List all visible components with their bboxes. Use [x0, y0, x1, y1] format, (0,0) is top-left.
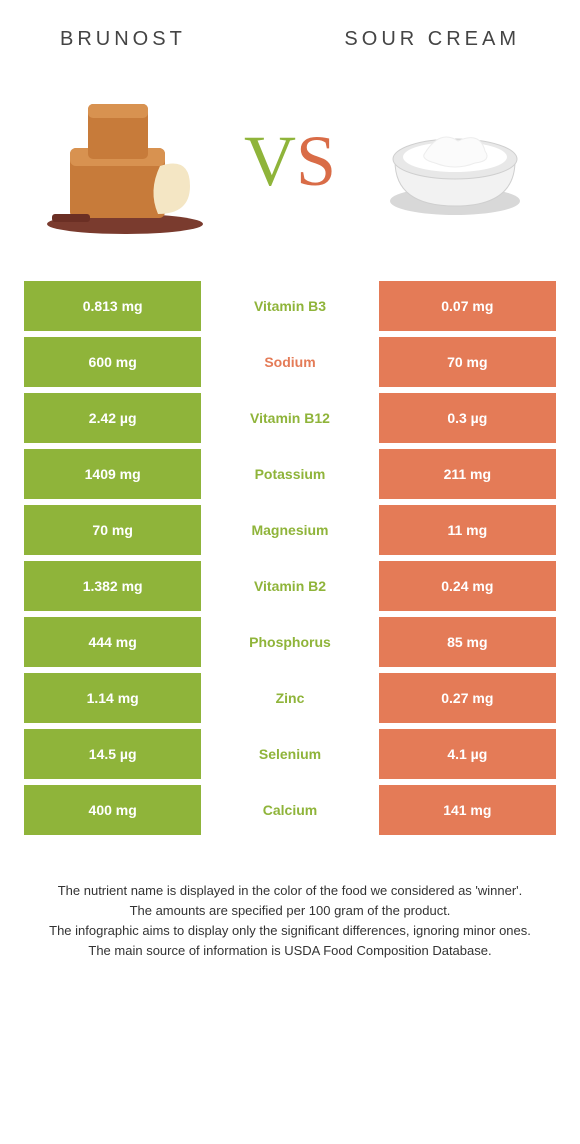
nutrient-label: Zinc: [201, 673, 378, 723]
nutrient-label: Potassium: [201, 449, 378, 499]
value-left: 400 mg: [24, 785, 201, 835]
nutrient-label: Vitamin B2: [201, 561, 378, 611]
value-right: 0.07 mg: [379, 281, 556, 331]
value-right: 0.3 µg: [379, 393, 556, 443]
table-row: 70 mgMagnesium11 mg: [24, 505, 556, 555]
table-row: 444 mgPhosphorus85 mg: [24, 617, 556, 667]
vs-s: S: [296, 121, 336, 201]
vs-v: V: [244, 121, 296, 201]
table-row: 400 mgCalcium141 mg: [24, 785, 556, 835]
value-left: 1.14 mg: [24, 673, 201, 723]
value-right: 211 mg: [379, 449, 556, 499]
value-left: 444 mg: [24, 617, 201, 667]
comparison-table: 0.813 mgVitamin B30.07 mg600 mgSodium70 …: [0, 281, 580, 835]
vs-label: VS: [244, 120, 336, 203]
title-left: BRUNOST: [60, 28, 186, 51]
value-left: 70 mg: [24, 505, 201, 555]
food-image-right: [370, 76, 540, 246]
footnote-line: The infographic aims to display only the…: [30, 921, 550, 941]
footnote-line: The amounts are specified per 100 gram o…: [30, 901, 550, 921]
footnote-line: The main source of information is USDA F…: [30, 941, 550, 961]
nutrient-label: Vitamin B3: [201, 281, 378, 331]
value-left: 1.382 mg: [24, 561, 201, 611]
nutrient-label: Selenium: [201, 729, 378, 779]
value-left: 2.42 µg: [24, 393, 201, 443]
value-right: 0.27 mg: [379, 673, 556, 723]
value-right: 11 mg: [379, 505, 556, 555]
table-row: 2.42 µgVitamin B120.3 µg: [24, 393, 556, 443]
value-right: 4.1 µg: [379, 729, 556, 779]
nutrient-label: Magnesium: [201, 505, 378, 555]
nutrient-label: Vitamin B12: [201, 393, 378, 443]
title-right: SOUR CREAM: [344, 28, 520, 51]
value-left: 1409 mg: [24, 449, 201, 499]
brunost-icon: [40, 86, 210, 236]
nutrient-label: Sodium: [201, 337, 378, 387]
hero: VS: [0, 61, 580, 281]
value-right: 141 mg: [379, 785, 556, 835]
value-left: 600 mg: [24, 337, 201, 387]
value-right: 70 mg: [379, 337, 556, 387]
value-left: 0.813 mg: [24, 281, 201, 331]
table-row: 0.813 mgVitamin B30.07 mg: [24, 281, 556, 331]
footnote: The nutrient name is displayed in the co…: [0, 841, 580, 962]
table-row: 600 mgSodium70 mg: [24, 337, 556, 387]
table-row: 1.14 mgZinc0.27 mg: [24, 673, 556, 723]
value-right: 0.24 mg: [379, 561, 556, 611]
sourcream-icon: [380, 101, 530, 221]
value-left: 14.5 µg: [24, 729, 201, 779]
nutrient-label: Calcium: [201, 785, 378, 835]
table-row: 1.382 mgVitamin B20.24 mg: [24, 561, 556, 611]
value-right: 85 mg: [379, 617, 556, 667]
table-row: 14.5 µgSelenium4.1 µg: [24, 729, 556, 779]
food-image-left: [40, 76, 210, 246]
table-row: 1409 mgPotassium211 mg: [24, 449, 556, 499]
footnote-line: The nutrient name is displayed in the co…: [30, 881, 550, 901]
nutrient-label: Phosphorus: [201, 617, 378, 667]
header: BRUNOST SOUR CREAM: [0, 0, 580, 61]
